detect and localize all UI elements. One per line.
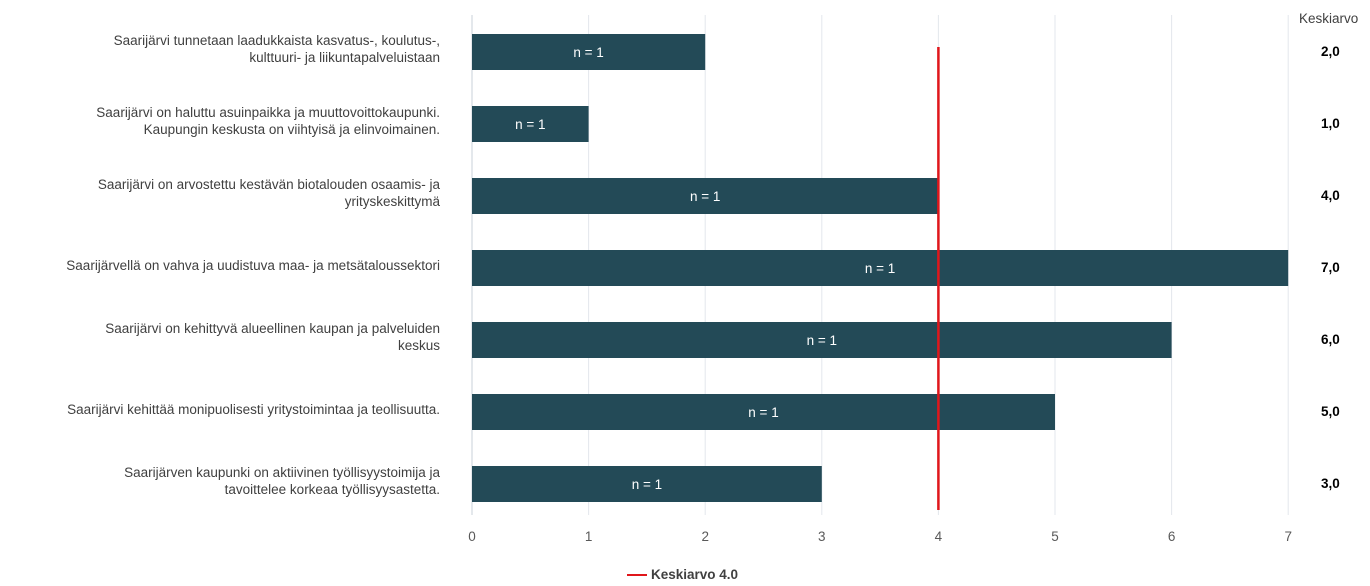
mean-value: 2,0	[1321, 44, 1340, 59]
bar-label: n = 1	[632, 477, 662, 492]
x-tick-label: 1	[585, 529, 593, 544]
bar-label: n = 1	[807, 333, 837, 348]
category-label-line: Saarijärvi kehittää monipuolisesti yrity…	[67, 401, 440, 417]
category-label: Saarijärvi on arvostettu kestävän biotal…	[4, 176, 440, 210]
mean-value: 1,0	[1321, 116, 1340, 131]
category-label-line: tavoittelee korkeaa työllisyysastetta.	[224, 482, 440, 497]
mean-value: 5,0	[1321, 404, 1340, 419]
x-tick-label: 0	[468, 529, 476, 544]
bar-label: n = 1	[690, 189, 720, 204]
mean-value: 4,0	[1321, 188, 1340, 203]
x-tick-label: 5	[1051, 529, 1059, 544]
x-tick-label: 2	[701, 529, 709, 544]
category-label: Saarijärvi tunnetaan laadukkaista kasvat…	[4, 32, 440, 66]
mean-column-header: Keskiarvo	[1299, 11, 1359, 26]
x-tick-label: 4	[935, 529, 943, 544]
mean-value: 7,0	[1321, 260, 1340, 275]
category-label-line: Saarijärvi on haluttu asuinpaikka ja muu…	[96, 105, 440, 120]
category-label-line: yrityskeskittymä	[344, 194, 440, 209]
category-label: Saarijärvi on kehittyvä alueellinen kaup…	[4, 320, 440, 354]
bar-label: n = 1	[573, 45, 603, 60]
category-label-line: Saarijärvellä on vahva ja uudistuva maa-…	[66, 257, 440, 273]
bar	[472, 322, 1172, 358]
bar-label: n = 1	[515, 117, 545, 132]
category-label: Saarijärvellä on vahva ja uudistuva maa-…	[4, 257, 440, 274]
category-label: Saarijärvi on haluttu asuinpaikka ja muu…	[4, 104, 440, 138]
category-label-line: Saarijärvi on kehittyvä alueellinen kaup…	[105, 321, 440, 336]
x-axis-ticks: 0 1 2 3 4 5 6 7	[468, 529, 1292, 544]
bar	[472, 394, 1055, 430]
x-tick-label: 7	[1284, 529, 1292, 544]
legend: Keskiarvo 4.0	[627, 567, 738, 582]
category-label-line: Kaupungin keskusta on viihtyisä ja elinv…	[143, 122, 440, 137]
bar-label: n = 1	[865, 261, 895, 276]
category-label-line: Saarijärven kaupunki on aktiivinen työll…	[124, 465, 440, 480]
mean-value: 3,0	[1321, 476, 1340, 491]
category-label: Saarijärvi kehittää monipuolisesti yrity…	[4, 401, 440, 418]
bar	[472, 250, 1289, 286]
category-label-line: kulttuuri- ja liikuntapalveluistaan	[249, 50, 440, 65]
bar	[472, 466, 822, 502]
x-tick-label: 6	[1168, 529, 1176, 544]
bar	[472, 106, 589, 142]
bar	[472, 178, 939, 214]
legend-line-swatch	[627, 573, 647, 576]
legend-label: Keskiarvo 4.0	[651, 567, 739, 582]
category-label: Saarijärven kaupunki on aktiivinen työll…	[4, 464, 440, 498]
bar-label: n = 1	[748, 405, 778, 420]
bars: n = 1 n = 1 n = 1 n = 1 n = 1 n = 1 n = 1	[472, 34, 1289, 502]
x-tick-label: 3	[818, 529, 826, 544]
category-label-line: Saarijärvi on arvostettu kestävän biotal…	[97, 177, 440, 192]
category-label-line: keskus	[397, 338, 440, 353]
category-label-line: Saarijärvi tunnetaan laadukkaista kasvat…	[113, 33, 440, 48]
mean-value: 6,0	[1321, 332, 1340, 347]
bar	[472, 34, 706, 70]
